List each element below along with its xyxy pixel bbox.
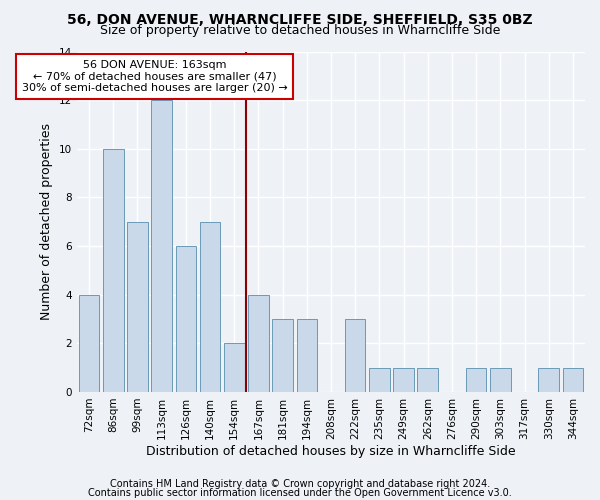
- Bar: [272, 319, 293, 392]
- Bar: [538, 368, 559, 392]
- Bar: [345, 319, 365, 392]
- X-axis label: Distribution of detached houses by size in Wharncliffe Side: Distribution of detached houses by size …: [146, 444, 516, 458]
- Text: 56, DON AVENUE, WHARNCLIFFE SIDE, SHEFFIELD, S35 0BZ: 56, DON AVENUE, WHARNCLIFFE SIDE, SHEFFI…: [67, 12, 533, 26]
- Text: Contains public sector information licensed under the Open Government Licence v3: Contains public sector information licen…: [88, 488, 512, 498]
- Bar: [466, 368, 487, 392]
- Bar: [103, 149, 124, 392]
- Bar: [490, 368, 511, 392]
- Bar: [127, 222, 148, 392]
- Bar: [418, 368, 438, 392]
- Bar: [224, 344, 245, 392]
- Bar: [248, 294, 269, 392]
- Bar: [296, 319, 317, 392]
- Bar: [393, 368, 414, 392]
- Bar: [563, 368, 583, 392]
- Text: Contains HM Land Registry data © Crown copyright and database right 2024.: Contains HM Land Registry data © Crown c…: [110, 479, 490, 489]
- Text: Size of property relative to detached houses in Wharncliffe Side: Size of property relative to detached ho…: [100, 24, 500, 37]
- Bar: [176, 246, 196, 392]
- Bar: [200, 222, 220, 392]
- Bar: [151, 100, 172, 392]
- Y-axis label: Number of detached properties: Number of detached properties: [40, 123, 53, 320]
- Bar: [79, 294, 100, 392]
- Bar: [369, 368, 389, 392]
- Text: 56 DON AVENUE: 163sqm
← 70% of detached houses are smaller (47)
30% of semi-deta: 56 DON AVENUE: 163sqm ← 70% of detached …: [22, 60, 287, 93]
